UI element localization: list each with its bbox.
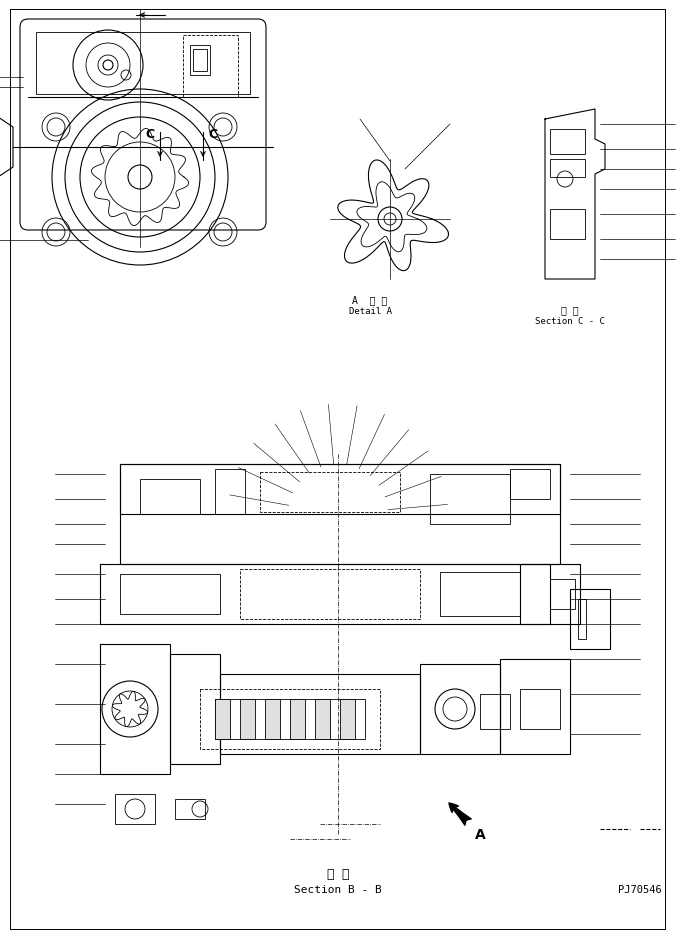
Bar	[183, 36, 238, 98]
Bar	[290, 700, 305, 739]
Bar	[220, 674, 420, 754]
FancyArrowPatch shape	[449, 803, 471, 825]
Bar	[115, 794, 155, 824]
Bar	[420, 665, 500, 754]
Bar	[520, 689, 560, 729]
Bar	[175, 800, 205, 819]
Bar	[100, 645, 170, 774]
Bar	[200, 689, 380, 750]
Bar	[265, 700, 280, 739]
Bar	[520, 565, 550, 624]
Bar	[140, 480, 200, 514]
Bar	[215, 700, 365, 739]
Text: 断 面: 断 面	[327, 868, 349, 881]
Text: A: A	[475, 827, 485, 841]
Bar	[510, 469, 550, 499]
Bar	[36, 33, 250, 95]
Bar	[120, 574, 220, 615]
Bar	[120, 464, 560, 514]
Bar	[190, 46, 210, 76]
Bar	[340, 700, 355, 739]
Text: Section B - B: Section B - B	[294, 885, 382, 894]
Bar	[480, 694, 510, 729]
Text: A  詳 細: A 詳 細	[352, 295, 387, 305]
Bar	[550, 130, 585, 155]
Bar	[430, 475, 510, 525]
Bar	[100, 565, 580, 624]
Text: PJ70546: PJ70546	[618, 885, 662, 894]
Bar	[315, 700, 330, 739]
Bar	[440, 572, 520, 616]
Bar	[193, 50, 207, 72]
Bar	[215, 469, 245, 514]
Text: C: C	[145, 128, 155, 142]
Bar	[570, 589, 610, 649]
Text: Detail A: Detail A	[349, 307, 391, 316]
Bar	[215, 700, 230, 739]
Bar	[120, 464, 560, 565]
Bar	[170, 654, 220, 765]
Bar	[550, 210, 585, 240]
Text: C: C	[208, 128, 218, 142]
Bar	[578, 599, 586, 639]
Bar	[550, 580, 575, 610]
Bar	[500, 659, 570, 754]
Bar	[550, 160, 585, 177]
Bar	[240, 700, 255, 739]
Text: 断 面: 断 面	[561, 305, 579, 314]
Bar	[260, 473, 400, 513]
Text: Section C - C: Section C - C	[535, 317, 605, 327]
Bar	[240, 569, 420, 619]
